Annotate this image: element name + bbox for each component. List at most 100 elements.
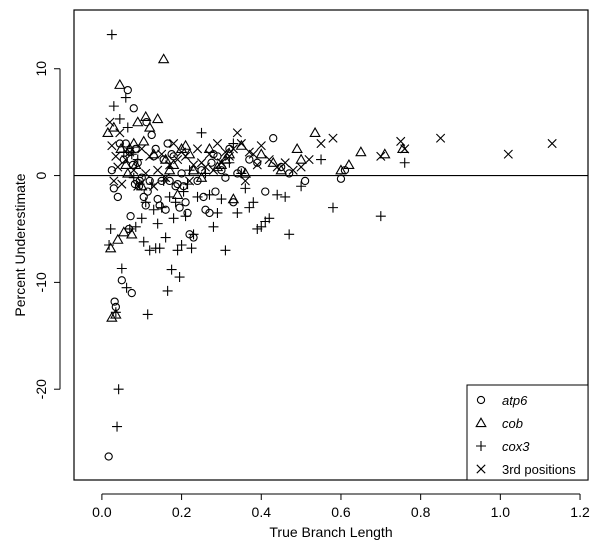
data-point-atp6 xyxy=(107,166,117,175)
data-point-cob xyxy=(309,126,321,137)
data-point-cox3 xyxy=(172,245,183,256)
legend-label: atp6 xyxy=(502,393,528,408)
data-point-cox3 xyxy=(186,243,197,254)
data-point-atp6 xyxy=(245,155,254,164)
legend-symbol-3rd-positions xyxy=(476,464,486,474)
legend: atp6 cob cox3 3rd positions xyxy=(466,384,589,481)
data-point-3rd-positions xyxy=(149,181,159,191)
data-point-atp6 xyxy=(109,184,118,193)
data-point-atp6 xyxy=(126,212,135,221)
data-point-cob xyxy=(215,158,228,170)
data-point-cox3 xyxy=(256,221,267,232)
data-point-3rd-positions xyxy=(117,179,127,189)
data-point-atp6 xyxy=(167,150,176,159)
data-point-cox3 xyxy=(182,179,193,190)
data-point-cox3 xyxy=(200,168,211,179)
x-axis-label: True Branch Length xyxy=(269,524,392,540)
data-point-3rd-positions xyxy=(208,165,219,175)
data-point-atp6 xyxy=(129,104,138,113)
data-point-cob xyxy=(159,153,172,164)
data-point-cox3 xyxy=(280,191,291,202)
data-point-3rd-positions xyxy=(111,151,121,161)
data-point-3rd-positions xyxy=(328,133,338,143)
data-point-atp6 xyxy=(155,201,164,210)
data-point-atp6 xyxy=(177,169,186,178)
data-point-cob xyxy=(102,126,114,137)
data-point-cob xyxy=(211,161,224,172)
data-point-3rd-positions xyxy=(224,151,234,161)
data-point-3rd-positions xyxy=(212,138,223,149)
data-point-cox3 xyxy=(224,157,235,168)
data-point-cox3 xyxy=(228,138,239,149)
data-point-3rd-positions xyxy=(200,162,211,172)
data-point-cox3 xyxy=(140,197,151,208)
data-point-cob xyxy=(110,308,122,319)
data-point-3rd-positions xyxy=(129,165,139,175)
data-point-3rd-positions xyxy=(232,128,242,138)
x-tick-label: 0.6 xyxy=(331,504,351,520)
data-point-cob xyxy=(118,226,130,237)
legend-symbol-cob xyxy=(475,417,487,428)
data-point-cox3 xyxy=(132,154,143,165)
data-point-cob xyxy=(171,188,184,199)
data-point-atp6 xyxy=(163,139,172,148)
legend-label: cox3 xyxy=(502,439,530,454)
data-point-3rd-positions xyxy=(240,176,250,186)
data-point-cox3 xyxy=(399,157,410,168)
data-point-3rd-positions xyxy=(503,149,513,159)
data-point-cob xyxy=(143,121,156,132)
data-point-3rd-positions xyxy=(272,162,282,172)
data-point-atp6 xyxy=(221,173,230,182)
data-point-cox3 xyxy=(121,282,132,293)
data-point-3rd-positions xyxy=(109,176,119,186)
data-point-cob xyxy=(137,135,150,146)
data-point-3rd-positions xyxy=(133,181,143,191)
data-point-cob xyxy=(343,158,355,170)
data-point-cox3 xyxy=(106,29,117,40)
data-point-3rd-positions xyxy=(376,151,386,161)
legend-symbol-cox3 xyxy=(476,441,486,451)
data-point-atp6 xyxy=(147,130,156,140)
data-point-cox3 xyxy=(192,191,203,202)
data-point-cox3 xyxy=(240,183,251,194)
data-point-cox3 xyxy=(154,243,165,254)
data-point-cox3 xyxy=(284,229,295,240)
data-point-3rd-positions xyxy=(184,176,195,186)
data-point-3rd-positions xyxy=(252,160,262,170)
data-point-3rd-positions xyxy=(396,136,406,146)
data-point-cob xyxy=(139,110,152,121)
data-point-cob xyxy=(151,113,164,124)
data-point-cob xyxy=(295,153,307,164)
data-point-cob xyxy=(128,137,140,148)
data-point-cox3 xyxy=(138,236,149,247)
data-point-cox3 xyxy=(232,207,243,218)
y-tick-label: -10 xyxy=(33,272,49,292)
data-point-3rd-positions xyxy=(280,158,290,168)
y-axis-label: Percent Underestimate xyxy=(12,173,28,316)
data-point-cox3 xyxy=(174,272,185,283)
legend-box xyxy=(466,384,589,481)
legend-symbol-atp6 xyxy=(476,395,486,405)
data-point-3rd-positions xyxy=(173,154,183,165)
data-point-atp6 xyxy=(104,452,113,461)
series-cob xyxy=(102,53,409,322)
data-point-cox3 xyxy=(120,92,131,103)
data-point-cob xyxy=(235,139,248,150)
data-point-3rd-positions xyxy=(180,151,191,161)
data-point-cox3 xyxy=(112,421,123,432)
data-point-atp6 xyxy=(121,139,130,148)
data-point-atp6 xyxy=(139,192,148,202)
data-point-3rd-positions xyxy=(105,117,115,127)
data-point-cob xyxy=(267,156,279,167)
data-point-cob xyxy=(355,146,367,157)
data-point-cob xyxy=(132,116,144,127)
data-point-3rd-positions xyxy=(248,149,258,159)
data-point-cox3 xyxy=(216,194,227,205)
data-point-cox3 xyxy=(136,213,147,224)
data-point-cox3 xyxy=(152,218,163,229)
data-point-3rd-positions xyxy=(125,147,135,157)
data-point-3rd-positions xyxy=(169,138,179,149)
data-point-cox3 xyxy=(113,384,124,395)
data-point-atp6 xyxy=(142,118,151,127)
data-point-cob xyxy=(187,164,200,175)
